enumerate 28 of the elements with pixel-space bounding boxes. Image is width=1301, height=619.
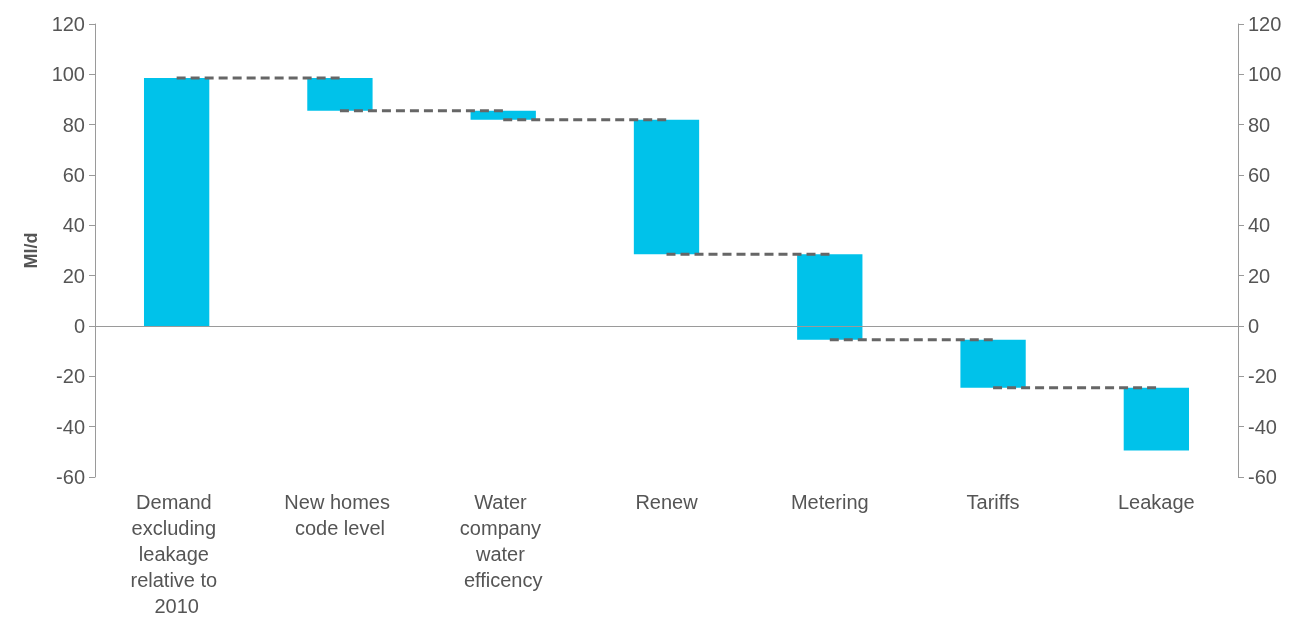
y2-tick-label: 80: [1248, 113, 1271, 136]
y2-tick-label: 20: [1248, 264, 1271, 287]
y-tick-label: 0: [73, 315, 85, 337]
y-tick-label: 100: [51, 63, 85, 86]
y2-tick-label: -40: [1248, 415, 1277, 438]
y2-tick-label: 0: [1248, 315, 1260, 337]
y2-tick-label: 60: [1248, 164, 1271, 186]
y2-tick-label: -20: [1248, 365, 1277, 388]
y-tick-label: 20: [62, 264, 85, 287]
x-tick-label: Demand excluding leakage relative to 2010: [130, 491, 223, 617]
x-tick-label: Renew: [635, 491, 699, 513]
y-tick-label: 40: [62, 214, 85, 237]
y-tick-label: -20: [56, 365, 85, 388]
x-tick-label: Leakage: [1117, 491, 1195, 513]
y-tick-label: -60: [56, 466, 85, 488]
x-tick-label: Water company water efficency: [459, 491, 547, 591]
y2-tick-label: 40: [1248, 214, 1271, 237]
x-tick-label: New homes code level: [284, 491, 396, 539]
y-tick-label: 120: [51, 13, 85, 35]
y2-tick-label: 120: [1248, 13, 1282, 35]
x-tick-label: Metering: [790, 491, 869, 513]
x-tick-label: Tariffs: [966, 491, 1020, 513]
y-tick-label: 80: [62, 113, 85, 136]
y2-tick-label: 100: [1248, 63, 1282, 86]
y2-tick-label: -60: [1248, 466, 1277, 488]
y-tick-label: 60: [62, 164, 85, 186]
y-axis-title: Ml/d: [21, 232, 41, 269]
y-tick-label: -40: [56, 415, 85, 438]
